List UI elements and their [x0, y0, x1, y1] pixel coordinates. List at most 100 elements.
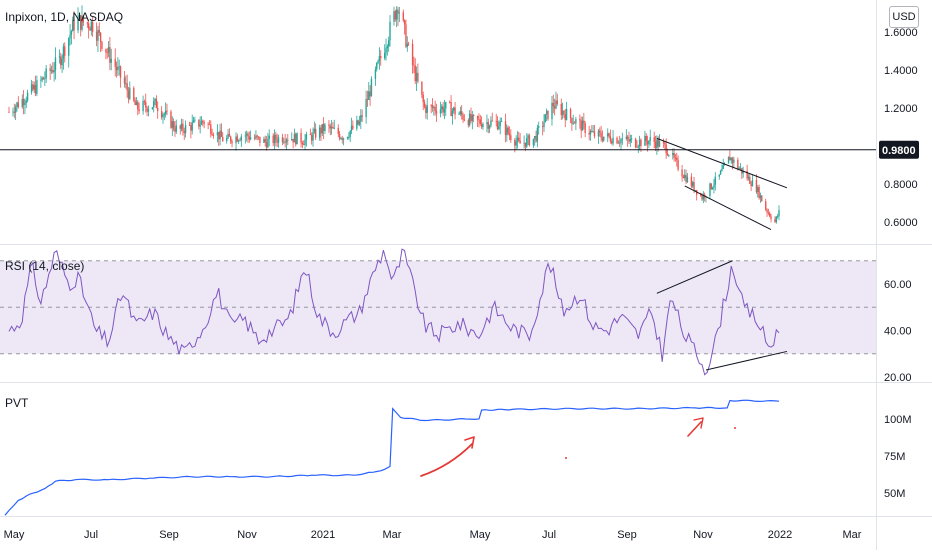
candle-body: [720, 171, 721, 175]
candle-body: [461, 111, 462, 115]
candle-body: [26, 101, 27, 103]
candle-body: [330, 126, 331, 129]
candle-body: [562, 111, 563, 115]
candle-body: [733, 160, 734, 163]
candle-body: [342, 138, 343, 140]
candle-body: [404, 20, 405, 24]
candle-body: [185, 125, 186, 133]
candle-body: [217, 132, 218, 135]
candle-body: [320, 128, 321, 134]
candle-body: [618, 143, 619, 144]
time-tick-label: Mar: [383, 529, 402, 541]
candle-body: [124, 78, 125, 84]
candle-body: [306, 134, 307, 139]
candle-body: [574, 123, 575, 124]
candle-body: [348, 137, 349, 138]
candle-body: [407, 44, 408, 47]
candle-body: [136, 102, 137, 105]
candle-body: [311, 135, 312, 141]
candle-body: [519, 141, 520, 144]
candle-body: [23, 99, 24, 105]
candle-body: [145, 102, 146, 107]
candle-body: [27, 93, 28, 101]
candle-body: [612, 138, 613, 144]
candle-body: [412, 44, 413, 65]
candle-body: [659, 141, 660, 146]
candle-body: [683, 176, 684, 178]
candle-body: [430, 105, 431, 106]
candle-body: [269, 136, 270, 139]
candle-body: [657, 140, 658, 147]
candle-body: [636, 147, 637, 148]
candle-body: [515, 142, 516, 146]
candle-body: [723, 165, 724, 169]
candle-body: [275, 135, 276, 140]
candle-body: [385, 48, 386, 53]
candle-body: [59, 56, 60, 57]
candle-body: [125, 83, 126, 84]
candle-body: [152, 107, 153, 109]
candle-body: [202, 121, 203, 122]
candle-body: [154, 99, 155, 101]
candle-body: [265, 139, 266, 142]
currency-button[interactable]: USD: [889, 6, 919, 28]
candle-body: [68, 38, 69, 55]
candle-body: [296, 133, 297, 144]
candle-body: [413, 65, 414, 66]
candle-body: [343, 138, 344, 139]
candle-body: [620, 139, 621, 143]
candle-body: [12, 112, 13, 113]
candle-body: [557, 100, 558, 103]
candle-body: [190, 125, 191, 130]
candle-body: [644, 136, 645, 146]
candle-body: [561, 104, 562, 115]
candle-body: [701, 196, 702, 200]
candle-body: [423, 95, 424, 102]
candle-body: [133, 88, 134, 100]
candle-body: [395, 11, 396, 19]
rsi-tick-label: 60.00: [884, 279, 912, 291]
candle-body: [36, 80, 37, 94]
candle-body: [740, 168, 741, 169]
pvt-tick-label: 75M: [884, 451, 905, 463]
candle-body: [731, 158, 732, 160]
candle-body: [681, 170, 682, 177]
candle-body: [310, 134, 311, 135]
candle-body: [221, 131, 222, 137]
pvt-tick-label: 100M: [884, 414, 912, 426]
candle-body: [162, 115, 163, 118]
candle-body: [380, 56, 381, 58]
candle-body: [462, 115, 463, 120]
candle-body: [173, 121, 174, 128]
candle-body: [213, 135, 214, 136]
candle-body: [304, 140, 305, 145]
candle-body: [583, 121, 584, 124]
candle-body: [676, 158, 677, 160]
candle-body: [109, 47, 110, 63]
candle-body: [489, 126, 490, 129]
candle-body: [468, 120, 469, 125]
candle-body: [610, 136, 611, 141]
time-tick-label: May: [4, 529, 25, 541]
candle-body: [627, 137, 628, 139]
annotation-small-arrow-head: [694, 418, 703, 428]
candle-body: [128, 91, 129, 99]
candle-body: [41, 78, 42, 80]
candle-body: [246, 133, 247, 135]
candle-body: [501, 121, 502, 122]
candle-body: [639, 140, 640, 147]
candle-body: [291, 139, 292, 140]
candle-body: [711, 183, 712, 188]
candle-body: [492, 121, 493, 122]
candle-body: [322, 124, 323, 133]
rsi-tick-label: 40.00: [884, 326, 912, 338]
candle-body: [603, 137, 604, 141]
candle-body: [452, 111, 453, 116]
candle-body: [176, 126, 177, 132]
candle-body: [426, 105, 427, 113]
candle-body: [713, 185, 714, 188]
candle-body: [107, 52, 108, 53]
candle-body: [712, 188, 713, 189]
